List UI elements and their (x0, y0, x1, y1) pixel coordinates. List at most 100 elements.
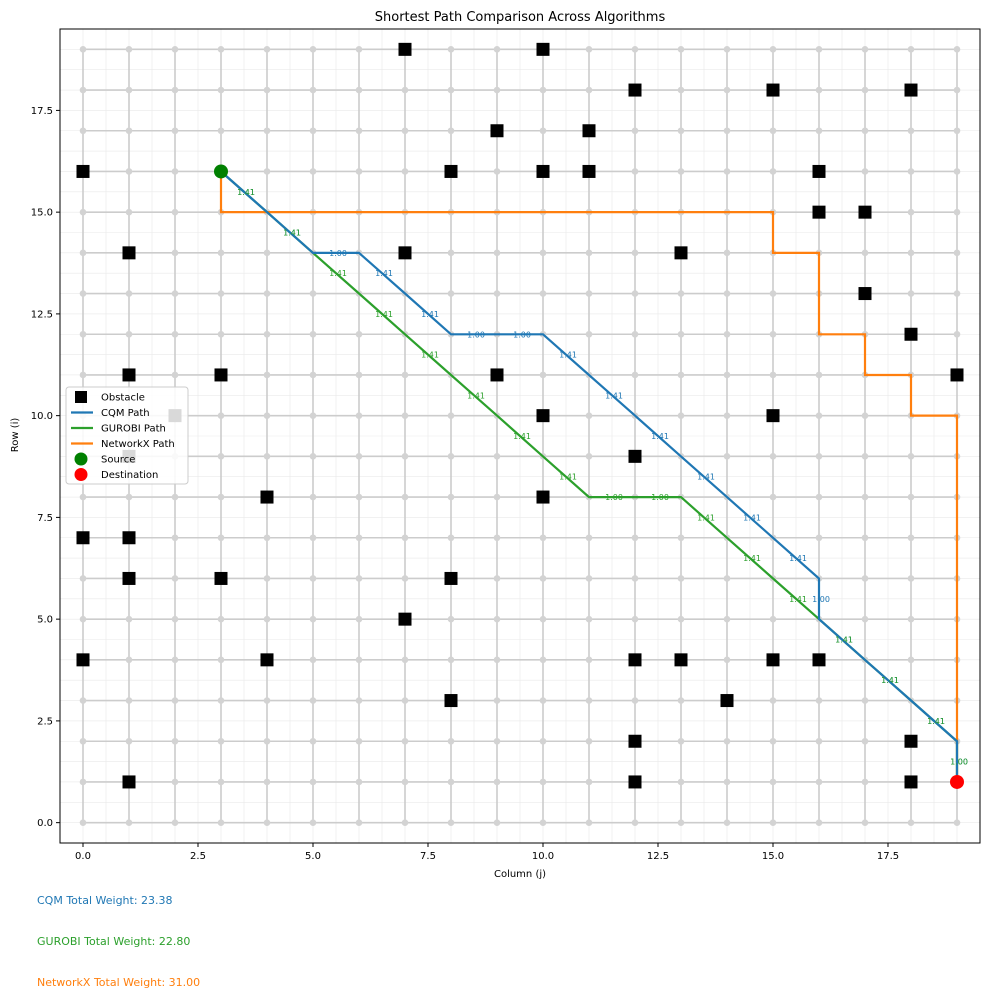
graph-node (309, 86, 317, 94)
graph-node (723, 615, 731, 623)
graph-node (447, 127, 455, 135)
graph-node (217, 493, 225, 501)
edge-weight-label: 1.41 (697, 513, 715, 522)
edge-weight-label: 1.00 (513, 330, 531, 339)
graph-node (355, 575, 363, 582)
graph-node (447, 737, 455, 745)
graph-node (79, 330, 87, 338)
graph-node (585, 86, 593, 94)
graph-node (401, 697, 409, 704)
graph-node (677, 86, 685, 94)
graph-node (769, 127, 777, 135)
graph-node (861, 737, 869, 745)
edge-weight-label: 1.41 (835, 636, 853, 645)
graph-node (447, 819, 455, 826)
graph-node (539, 127, 547, 135)
edge-weight-label: 1.00 (329, 249, 347, 258)
graph-node (631, 697, 639, 704)
graph-node (585, 819, 593, 826)
destination-marker (950, 774, 964, 789)
graph-node (125, 737, 133, 745)
graph-node (79, 371, 87, 379)
graph-node (171, 290, 179, 297)
obstacle-marker (536, 42, 550, 56)
graph-node (907, 208, 915, 216)
gurobi-path-weights: 1.41 1.41 1.41 1.41 1.41 1.41 1.41 1.41 1.00 1.00… (237, 188, 968, 767)
graph-node (309, 656, 317, 664)
graph-node (217, 290, 225, 297)
graph-node (861, 778, 869, 786)
graph-node (263, 127, 271, 135)
graph-node (539, 656, 547, 664)
edge-weight-label: 1.41 (927, 717, 945, 726)
graph-node (401, 168, 409, 175)
edge-weight-label: 1.41 (881, 676, 899, 685)
edge-weight-label: 1.41 (283, 229, 301, 238)
graph-node (953, 127, 961, 135)
graph-node (171, 697, 179, 704)
graph-node (861, 46, 869, 53)
obstacle-marker (214, 368, 228, 382)
graph-node (355, 412, 363, 419)
graph-node (263, 168, 271, 175)
graph-node (769, 290, 777, 297)
obstacle-marker (260, 490, 274, 504)
graph-node (585, 453, 593, 460)
obstacle-marker (76, 531, 90, 545)
graph-node (677, 127, 685, 135)
obstacle-marker (122, 246, 136, 260)
edge-weight-label: 1.41 (789, 554, 807, 563)
graph-node (171, 656, 179, 664)
graph-node (493, 778, 501, 786)
legend-label: CQM Path (101, 408, 150, 419)
graph-node (263, 819, 271, 826)
graph-node (585, 330, 593, 338)
graph-node (907, 656, 915, 664)
graph-node (309, 290, 317, 297)
obstacle-marker (122, 368, 136, 382)
x-tick-label: 15.0 (762, 851, 784, 862)
graph-node (861, 249, 869, 257)
graph-node (815, 493, 823, 501)
graph-node (493, 615, 501, 623)
graph-node (677, 697, 685, 704)
graph-node (677, 615, 685, 623)
edge-weight-label: 1.41 (421, 310, 439, 319)
graph-node (263, 737, 271, 745)
graph-node (125, 697, 133, 704)
obstacle-marker (674, 653, 688, 667)
legend-label: Obstacle (101, 393, 145, 404)
edge-weight-label: 1.41 (421, 351, 439, 360)
graph-node (953, 819, 961, 826)
networkx-path-line (219, 171, 959, 782)
graph-node (217, 330, 225, 338)
y-tick-label: 15.0 (31, 208, 53, 219)
axes-frame (59, 28, 981, 844)
graph-node (585, 737, 593, 745)
graph-node (539, 819, 547, 826)
obstacle-marker (260, 653, 274, 667)
graph-node (447, 412, 455, 419)
graph-node (493, 46, 501, 53)
graph-node (815, 697, 823, 704)
graph-node (263, 453, 271, 460)
x-tick-label: 7.5 (420, 851, 436, 862)
graph-node (447, 453, 455, 460)
graph-node (815, 371, 823, 379)
graph-node (263, 371, 271, 379)
graph-node (263, 575, 271, 582)
graph-node (493, 656, 501, 664)
obstacle-marker (444, 571, 458, 585)
graph-node (447, 534, 455, 542)
edge-weight-label: 1.41 (559, 351, 577, 360)
graph-node (171, 46, 179, 53)
graph-node (79, 86, 87, 94)
graph-node (263, 615, 271, 623)
graph-node (355, 330, 363, 338)
graph-node (79, 249, 87, 257)
edge-weight-label: 1.00 (467, 330, 485, 339)
graph-node (263, 412, 271, 419)
cqm-total-weight: CQM Total Weight: 23.38 (37, 894, 173, 907)
graph-node (769, 819, 777, 826)
graph-node (171, 127, 179, 135)
